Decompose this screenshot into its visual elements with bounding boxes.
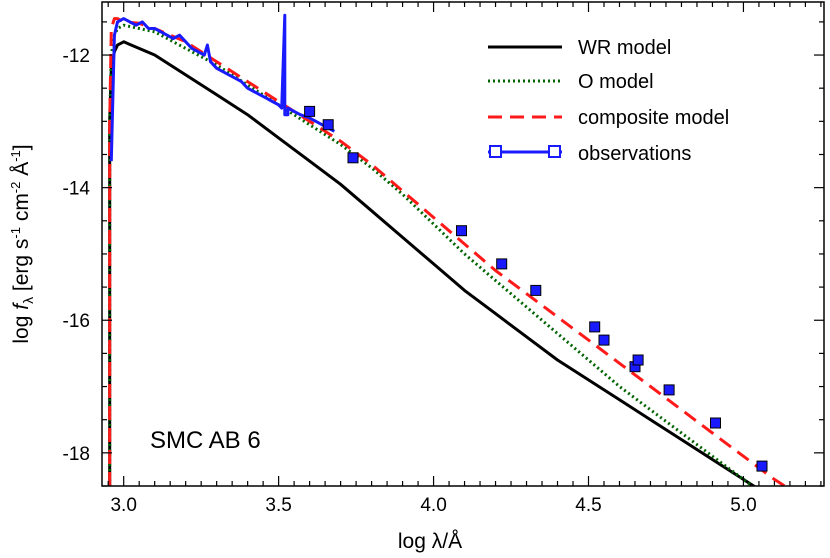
legend-item-observations: observations bbox=[488, 143, 691, 165]
x-tick-label: 3.5 bbox=[265, 495, 291, 516]
x-tick-label: 3.0 bbox=[110, 495, 136, 516]
legend-marker-observations-left bbox=[489, 145, 502, 158]
photometry-point bbox=[710, 417, 721, 429]
photometry-point bbox=[496, 258, 508, 270]
chart-annotation: SMC AB 6 bbox=[150, 427, 261, 454]
photometry-point bbox=[347, 152, 359, 164]
legend-label-composite-model: composite model bbox=[578, 107, 729, 129]
legend-label-o-model: O model bbox=[578, 71, 654, 93]
legend: WR model O model composite model observa… bbox=[488, 37, 729, 165]
legend-label-observations: observations bbox=[578, 143, 691, 165]
legend-item-wr-model: WR model bbox=[488, 37, 671, 59]
plot-frame bbox=[101, 1, 825, 487]
series-line-2 bbox=[108, 17, 788, 486]
legend-item-o-model: O model bbox=[488, 71, 654, 93]
photometry-point bbox=[456, 225, 467, 237]
series-line-1 bbox=[108, 23, 755, 486]
observed-spectrum bbox=[109, 13, 336, 162]
photometry-point bbox=[589, 321, 601, 333]
photometry-point bbox=[530, 284, 542, 296]
x-tick-label: 4.5 bbox=[575, 495, 601, 516]
photometry-point bbox=[663, 384, 675, 396]
photometry-point bbox=[304, 105, 316, 117]
x-axis-label: log λ/Å bbox=[398, 530, 462, 553]
plot-series bbox=[108, 13, 788, 486]
axis-ticks bbox=[102, 2, 824, 487]
x-tick-label: 5.0 bbox=[730, 495, 756, 516]
photometry-point bbox=[756, 460, 768, 472]
y-tick-label: -18 bbox=[63, 444, 90, 465]
legend-label-wr-model: WR model bbox=[578, 37, 671, 59]
series-line-0 bbox=[108, 40, 757, 486]
legend-item-composite-model: composite model bbox=[488, 107, 729, 129]
y-tick-label: -16 bbox=[63, 311, 90, 332]
x-tick-label: 4.0 bbox=[420, 495, 446, 516]
tick-labels: 3.0 3.5 4.0 4.5 5.0 -12 -14 -16 -18 bbox=[63, 46, 757, 516]
photometry-point bbox=[632, 354, 644, 366]
y-axis-label: log fλ [erg s-1 cm-2 Å-1] bbox=[8, 144, 36, 343]
photometry-point bbox=[598, 334, 610, 346]
y-tick-label: -14 bbox=[63, 179, 91, 200]
photometry-point bbox=[322, 119, 334, 131]
legend-marker-observations-right bbox=[548, 145, 561, 158]
y-tick-label: -12 bbox=[63, 46, 90, 67]
